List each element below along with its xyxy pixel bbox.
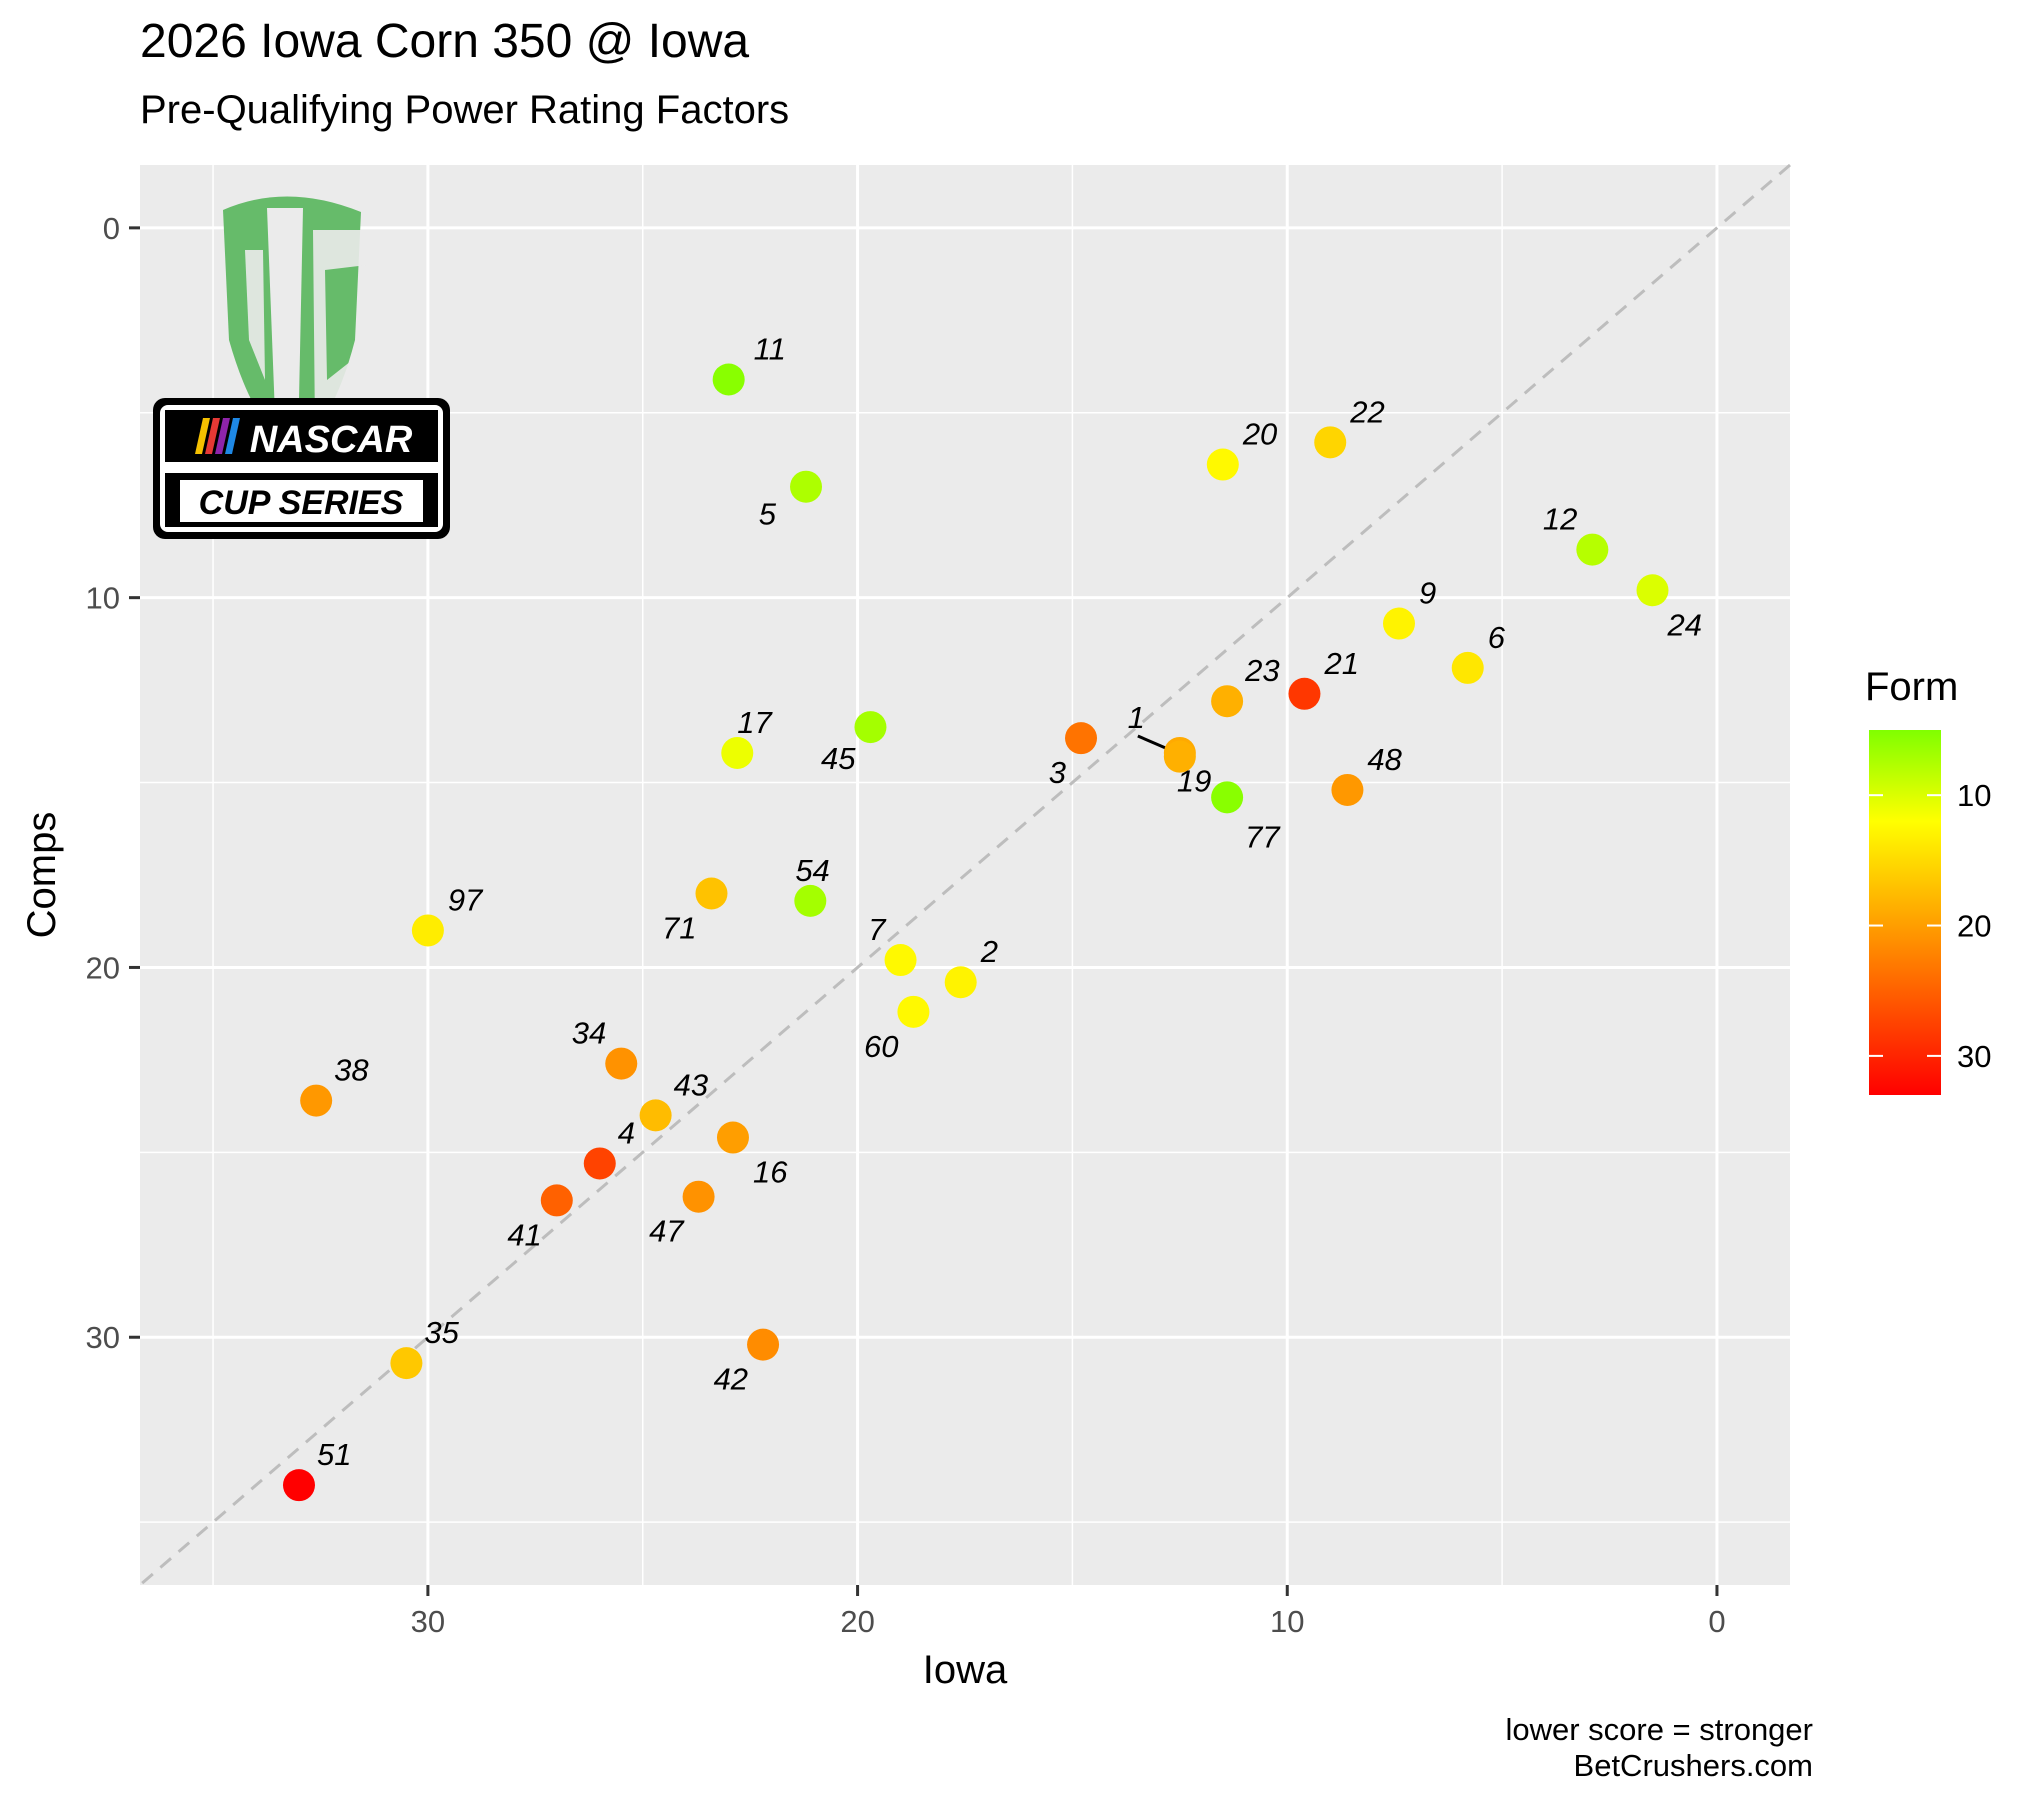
form-legend: Form 10 20 30 xyxy=(1865,665,1991,1095)
point-label-47: 47 xyxy=(649,1214,685,1249)
point-label-7: 7 xyxy=(868,912,887,947)
x-tick-label: 10 xyxy=(1270,1604,1304,1639)
point-5 xyxy=(790,470,823,503)
point-23 xyxy=(1211,685,1244,718)
point-47 xyxy=(682,1180,715,1213)
point-71 xyxy=(695,877,728,910)
caption: lower score = stronger BetCrushers.com xyxy=(1505,1712,1813,1784)
point-label-97: 97 xyxy=(448,882,484,917)
point-label-38: 38 xyxy=(334,1053,369,1088)
point-label-20: 20 xyxy=(1242,417,1277,452)
point-label-4: 4 xyxy=(618,1115,635,1150)
chart-title: 2026 Iowa Corn 350 @ Iowa xyxy=(140,15,750,68)
point-97 xyxy=(411,914,444,947)
point-label-51: 51 xyxy=(317,1437,351,1472)
point-11 xyxy=(712,363,745,396)
legend-color-bar xyxy=(1869,730,1941,1095)
x-tick-label: 20 xyxy=(840,1604,874,1639)
legend-tick-label: 10 xyxy=(1957,778,1991,813)
point-4 xyxy=(583,1147,616,1180)
point-label-48: 48 xyxy=(1367,742,1402,777)
point-label-9: 9 xyxy=(1419,576,1436,611)
point-22 xyxy=(1314,426,1347,459)
point-label-71: 71 xyxy=(662,910,696,945)
point-35 xyxy=(390,1347,423,1380)
nascar-cup-series-badge: NASCAR CUP SERIES xyxy=(153,398,450,539)
point-20 xyxy=(1206,448,1239,481)
point-38 xyxy=(300,1084,333,1117)
y-axis-label: Comps xyxy=(20,812,64,939)
point-label-41: 41 xyxy=(507,1217,541,1252)
point-label-6: 6 xyxy=(1488,620,1506,655)
point-label-24: 24 xyxy=(1667,607,1702,642)
point-6 xyxy=(1451,651,1484,684)
x-axis-ticks: 30 20 10 0 xyxy=(411,1585,1726,1639)
point-16 xyxy=(716,1121,749,1154)
chart-subtitle: Pre-Qualifying Power Rating Factors xyxy=(140,88,790,132)
point-45 xyxy=(854,711,887,744)
point-label-60: 60 xyxy=(864,1029,898,1064)
point-label-77: 77 xyxy=(1245,819,1281,854)
point-34 xyxy=(605,1047,638,1080)
legend-tick-label: 30 xyxy=(1957,1039,1991,1074)
reference-diagonal-line xyxy=(139,163,1791,1587)
legend-ticks: 10 20 30 xyxy=(1869,778,1991,1074)
point-label-5: 5 xyxy=(759,497,777,532)
point-label-19: 19 xyxy=(1177,764,1211,799)
point-54 xyxy=(794,884,827,917)
y-tick-label: 20 xyxy=(86,950,120,985)
point-label-21: 21 xyxy=(1323,646,1358,681)
legend-tick-label: 20 xyxy=(1957,909,1991,944)
point-label-11: 11 xyxy=(754,331,786,366)
legend-title: Form xyxy=(1865,665,1958,709)
point-51 xyxy=(282,1469,315,1502)
point-label-17: 17 xyxy=(737,705,773,740)
point-label-45: 45 xyxy=(821,741,856,776)
point-label-22: 22 xyxy=(1349,394,1384,429)
point-label-16: 16 xyxy=(753,1155,788,1190)
point-labels: 11 5 20 22 12 24 9 6 23 21 3 1 19 48 77 17 45 97 71 54 7 2 60 3… xyxy=(317,331,1702,1472)
point-label-42: 42 xyxy=(714,1362,748,1397)
point-label-43: 43 xyxy=(674,1067,708,1102)
data-points xyxy=(282,363,1669,1502)
point-41 xyxy=(540,1184,573,1217)
point-48 xyxy=(1331,773,1364,806)
point-label-35: 35 xyxy=(424,1315,459,1350)
y-tick-label: 10 xyxy=(86,581,120,616)
y-tick-label: 30 xyxy=(86,1320,120,1355)
point-17 xyxy=(721,736,754,769)
bc-shield-logo xyxy=(223,196,367,452)
point-12 xyxy=(1576,533,1609,566)
point-43 xyxy=(639,1099,672,1132)
point-9 xyxy=(1382,607,1415,640)
major-gridlines xyxy=(140,165,1790,1585)
point-24 xyxy=(1636,574,1669,607)
point-2 xyxy=(944,966,977,999)
caption-line-2: BetCrushers.com xyxy=(1573,1748,1813,1783)
point-label-34: 34 xyxy=(572,1016,606,1051)
y-tick-label: 0 xyxy=(103,211,120,246)
point-7 xyxy=(884,944,917,977)
caption-line-1: lower score = stronger xyxy=(1505,1712,1813,1747)
point-42 xyxy=(747,1328,780,1361)
point-label-12: 12 xyxy=(1543,502,1577,537)
point-label-2: 2 xyxy=(980,934,998,969)
point-77 xyxy=(1211,781,1244,814)
point-60 xyxy=(897,995,930,1028)
point-label-23: 23 xyxy=(1244,653,1279,688)
x-tick-label: 30 xyxy=(411,1604,445,1639)
y-axis-ticks: 0 10 20 30 xyxy=(86,211,140,1355)
point-label-3: 3 xyxy=(1049,755,1066,790)
point-3 xyxy=(1065,722,1098,755)
point-21 xyxy=(1288,677,1321,710)
point-19 xyxy=(1163,740,1196,773)
point-label-1: 1 xyxy=(1128,700,1145,735)
badge-line1: NASCAR xyxy=(250,419,413,461)
badge-line2: CUP SERIES xyxy=(199,484,404,522)
point-label-54: 54 xyxy=(795,853,829,888)
x-tick-label: 0 xyxy=(1708,1604,1725,1639)
x-axis-label: Iowa xyxy=(923,1648,1008,1692)
